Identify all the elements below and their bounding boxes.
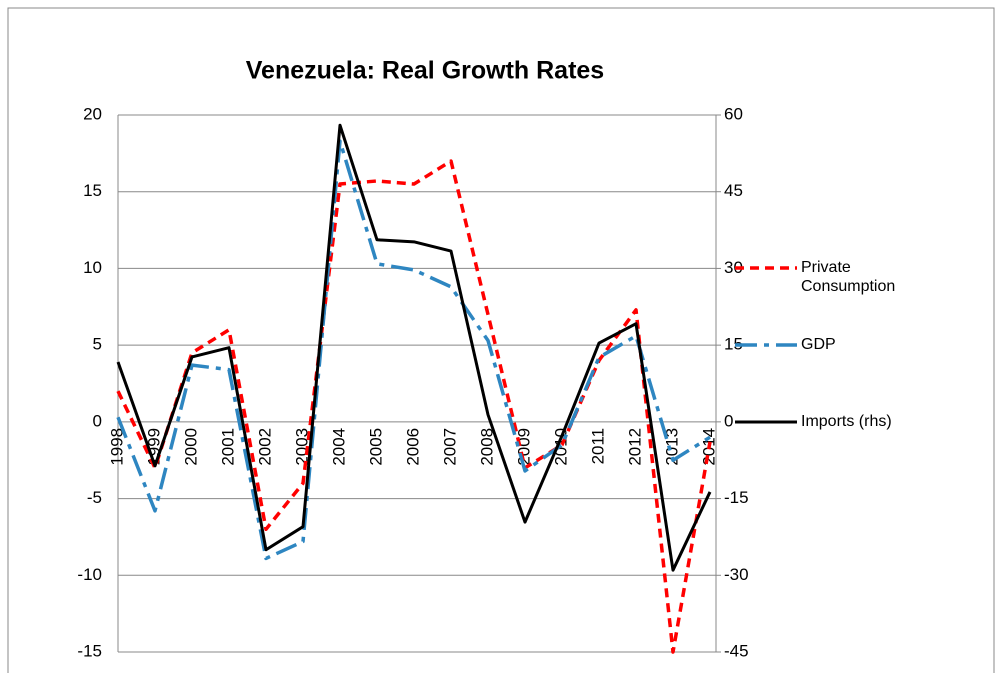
y2-tick-label: 45 [724, 181, 743, 200]
y2-tick-label: 30 [724, 258, 743, 277]
legend-label: Private Consumption [801, 259, 896, 295]
y-tick-label: -15 [77, 641, 102, 660]
y2-tick-label: 15 [724, 335, 743, 354]
x-tick-label: 2007 [440, 428, 459, 466]
y-tick-label: 10 [83, 258, 102, 277]
y-tick-label: 15 [83, 181, 102, 200]
y2-tick-label: 0 [724, 411, 733, 430]
legend-label: GDP [801, 336, 836, 353]
y2-tick-label: -15 [724, 488, 749, 507]
x-tick-label: 2005 [366, 428, 385, 466]
y2-tick-label: 60 [724, 104, 743, 123]
chart-frame [7, 7, 995, 673]
y2-tick-label: -30 [724, 565, 749, 584]
x-tick-label: 2002 [255, 428, 274, 466]
x-tick-label: 2004 [329, 428, 348, 466]
series-line [116, 139, 711, 561]
y-tick-label: -10 [77, 565, 102, 584]
y-tick-label: 20 [83, 104, 102, 123]
chart-title: Venezuela: Real Growth Rates [246, 57, 604, 85]
x-tick-label: 2006 [403, 428, 422, 466]
y-tick-label: 5 [93, 335, 102, 354]
x-tick-label: 2000 [181, 428, 200, 466]
series-line [116, 159, 712, 654]
y2-tick-label: -45 [724, 641, 749, 660]
x-tick-label: 2012 [625, 428, 644, 466]
x-tick-label: 2011 [588, 428, 607, 465]
series-line [116, 123, 712, 572]
x-tick-label: 2001 [218, 428, 237, 466]
x-tick-label: 1998 [107, 428, 126, 466]
y-tick-label: 0 [93, 411, 102, 430]
x-tick-label: 2008 [477, 428, 496, 466]
y-tick-label: -5 [87, 488, 102, 507]
legend-label: Imports (rhs) [801, 413, 892, 430]
x-tick-label: 2003 [292, 428, 311, 466]
